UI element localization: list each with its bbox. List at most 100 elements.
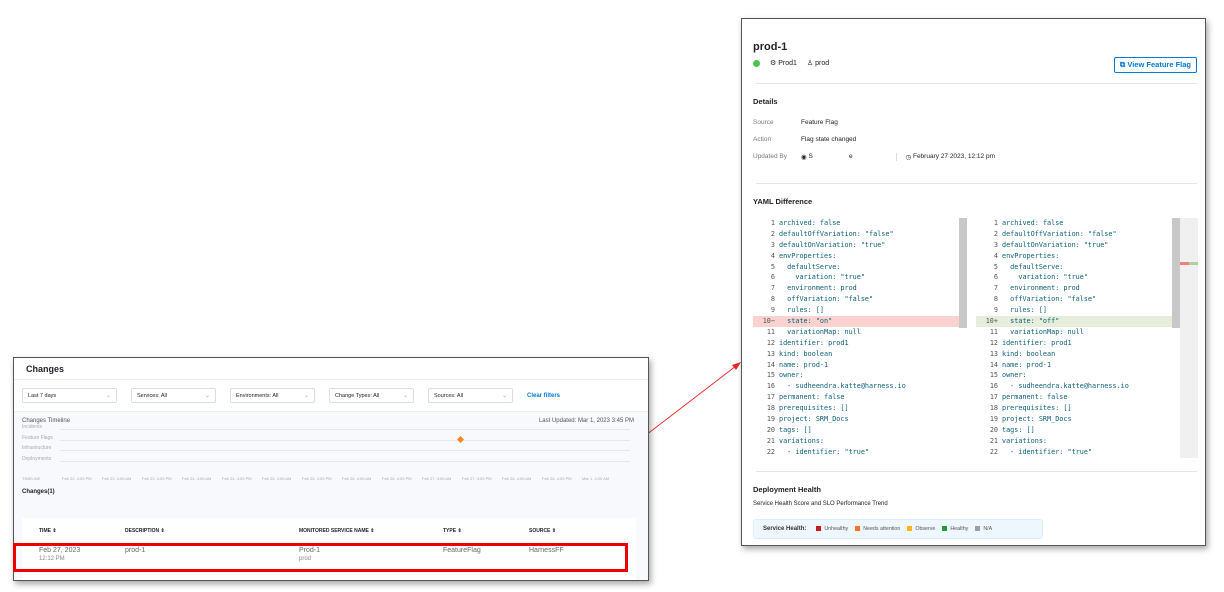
cell-time: Feb 27, 2023 12:12 PM (39, 546, 125, 572)
yaml-line: 3 defaultOnVariation: "true" (753, 240, 967, 251)
yaml-line-text: defaultOnVariation: "true" (1002, 240, 1109, 249)
line-number: 14 (989, 360, 998, 369)
legend-swatch (975, 526, 981, 532)
changes-count: Changes(1) (22, 489, 55, 495)
yaml-line-text: prerequisites: [] (1002, 404, 1072, 413)
row-label: Feature Flags (22, 434, 53, 441)
chevron-down-icon: ⌄ (402, 393, 408, 399)
cell-service-env: prod (299, 556, 312, 562)
yaml-line-text: variationMap: null (1002, 327, 1084, 336)
yaml-line-text: variations: (1002, 436, 1048, 445)
services-dropdown[interactable]: Services: All ⌄ (131, 388, 216, 403)
timeline-tick: Feb 26, 4:00 PM (382, 476, 412, 481)
line-number: 6 (993, 273, 998, 282)
column-type[interactable]: TYPE ⇕ (443, 528, 462, 534)
change-types-dropdown[interactable]: Change Types: All ⌄ (329, 388, 414, 403)
column-service[interactable]: MONITORED SERVICE NAME ⇕ (299, 528, 375, 534)
column-description[interactable]: DESCRIPTION ⇕ (125, 528, 165, 534)
line-number: 10+ (985, 317, 998, 326)
yaml-line: 5 defaultServe: (753, 262, 967, 273)
yaml-line: 2 defaultOffVariation: "false" (976, 229, 1174, 240)
line-number: 3 (770, 240, 775, 249)
service-info: ⚙ Prod1 (770, 60, 797, 67)
dropdown-label: Services: All (137, 392, 167, 399)
cell-service-name: Prod-1 (299, 547, 321, 554)
service-health-legend: Service Health: Unhealthy Needs attention O… (753, 519, 1043, 539)
yaml-modified: 1 archived: false 2 defaultOffVariation: "f… (976, 218, 1174, 458)
yaml-line: 13 kind: boolean (976, 349, 1174, 360)
yaml-line: 8 offVariation: "false" (976, 294, 1174, 305)
line-number: 13 (989, 349, 998, 358)
yaml-line: 6 variation: "true" (753, 272, 967, 283)
yaml-line-text: defaultServe: (779, 262, 841, 271)
yaml-line: 16 - sudheendra.katte@harness.io (976, 381, 1174, 392)
yaml-line-text: - sudheendra.katte@harness.io (1002, 382, 1129, 391)
line-number: 7 (993, 284, 998, 293)
clear-filters-link[interactable]: Clear filters (527, 392, 561, 399)
legend-swatch (942, 526, 948, 532)
divider (756, 471, 1197, 472)
chevron-down-icon: ⌄ (303, 393, 309, 399)
table-row[interactable]: Feb 27, 2023 12:12 PM prod-1 Prod-1 prod F… (22, 542, 636, 572)
yaml-line: 3 defaultOnVariation: "true" (976, 240, 1174, 251)
yaml-original: 1 archived: false 2 defaultOffVariation: "f… (753, 218, 967, 458)
changes-timeline: Changes Timeline Last Updated: Mar 1, 20… (14, 412, 648, 580)
timeline-tick: Feb 27, 4:00 AM (422, 476, 452, 481)
timeline-tick: Mar 1, 4:00 AM (582, 476, 610, 481)
detail-title: prod-1 (753, 41, 788, 53)
cell-date: Feb 27, 2023 (39, 547, 81, 554)
line-number: 9 (993, 306, 998, 315)
yaml-line: 6 variation: "true" (976, 272, 1174, 283)
diff-overview-ruler[interactable] (1180, 218, 1198, 458)
yaml-line-text: rules: [] (1002, 306, 1048, 315)
line-number: 14 (766, 360, 775, 369)
line-number: 4 (993, 251, 998, 260)
line-number: 15 (989, 371, 998, 380)
cell-source: HarnessFF (529, 547, 564, 554)
line-number: 1 (770, 219, 775, 227)
line-number: 15 (766, 371, 775, 380)
line-number: 11 (989, 327, 998, 336)
legend-label: Service Health: (763, 526, 807, 532)
row-label: Infrastructure (22, 445, 52, 451)
yaml-line: 18 prerequisites: [] (753, 403, 967, 414)
line-number: 3 (993, 240, 998, 249)
line-number: 18 (989, 404, 998, 413)
column-source[interactable]: SOURCE ⇕ (529, 528, 556, 534)
yaml-line: 9 rules: [] (753, 305, 967, 316)
line-number: 22 (989, 447, 998, 456)
yaml-line-text: rules: [] (779, 306, 825, 315)
yaml-line: 7 environment: prod (753, 283, 967, 294)
external-link-icon: ⧉ (1119, 60, 1126, 69)
yaml-line: 1 archived: false (753, 218, 967, 229)
yaml-line-text: tags: [] (779, 425, 812, 434)
line-number: 13 (766, 349, 775, 358)
time-range-dropdown[interactable]: Last 7 days ⌄ (22, 388, 117, 403)
yaml-line-text: identifier: prod1 (1002, 338, 1072, 347)
sources-dropdown[interactable]: Sources: All ⌄ (428, 388, 513, 403)
scrollbar[interactable] (1172, 218, 1180, 328)
view-feature-flag-button[interactable]: ⧉ View Feature Flag (1113, 57, 1197, 73)
yaml-line: 22 - identifier: "true" (753, 447, 967, 458)
cell-type: FeatureFlag (443, 547, 481, 554)
line-number: 17 (766, 393, 775, 402)
divider (756, 83, 1197, 84)
column-time[interactable]: TIME ⇕ (39, 528, 57, 534)
line-number: 7 (770, 284, 775, 293)
cell-service: Prod-1 prod (299, 546, 443, 572)
change-event-marker[interactable] (456, 435, 465, 443)
line-number: 12 (766, 338, 775, 347)
yaml-line-text: kind: boolean (779, 349, 833, 358)
scrollbar[interactable] (959, 218, 967, 328)
timeline-row-incidents: Incidents (22, 424, 640, 435)
line-number: 5 (770, 262, 775, 271)
highlight-box (13, 543, 628, 572)
gear-icon: ⚙ (770, 60, 777, 67)
yaml-line: 11 variationMap: null (753, 327, 967, 338)
yaml-line: 17 permanent: false (753, 392, 967, 403)
yaml-line-text: prerequisites: [] (779, 404, 849, 413)
yaml-line-text: identifier: prod1 (779, 338, 849, 347)
updated-by-row: Updated By ◉ S e ◷ February 27 2023, 12:12… (753, 153, 995, 161)
environments-dropdown[interactable]: Environments: All ⌄ (230, 388, 315, 403)
yaml-line: 18 prerequisites: [] (976, 403, 1174, 414)
